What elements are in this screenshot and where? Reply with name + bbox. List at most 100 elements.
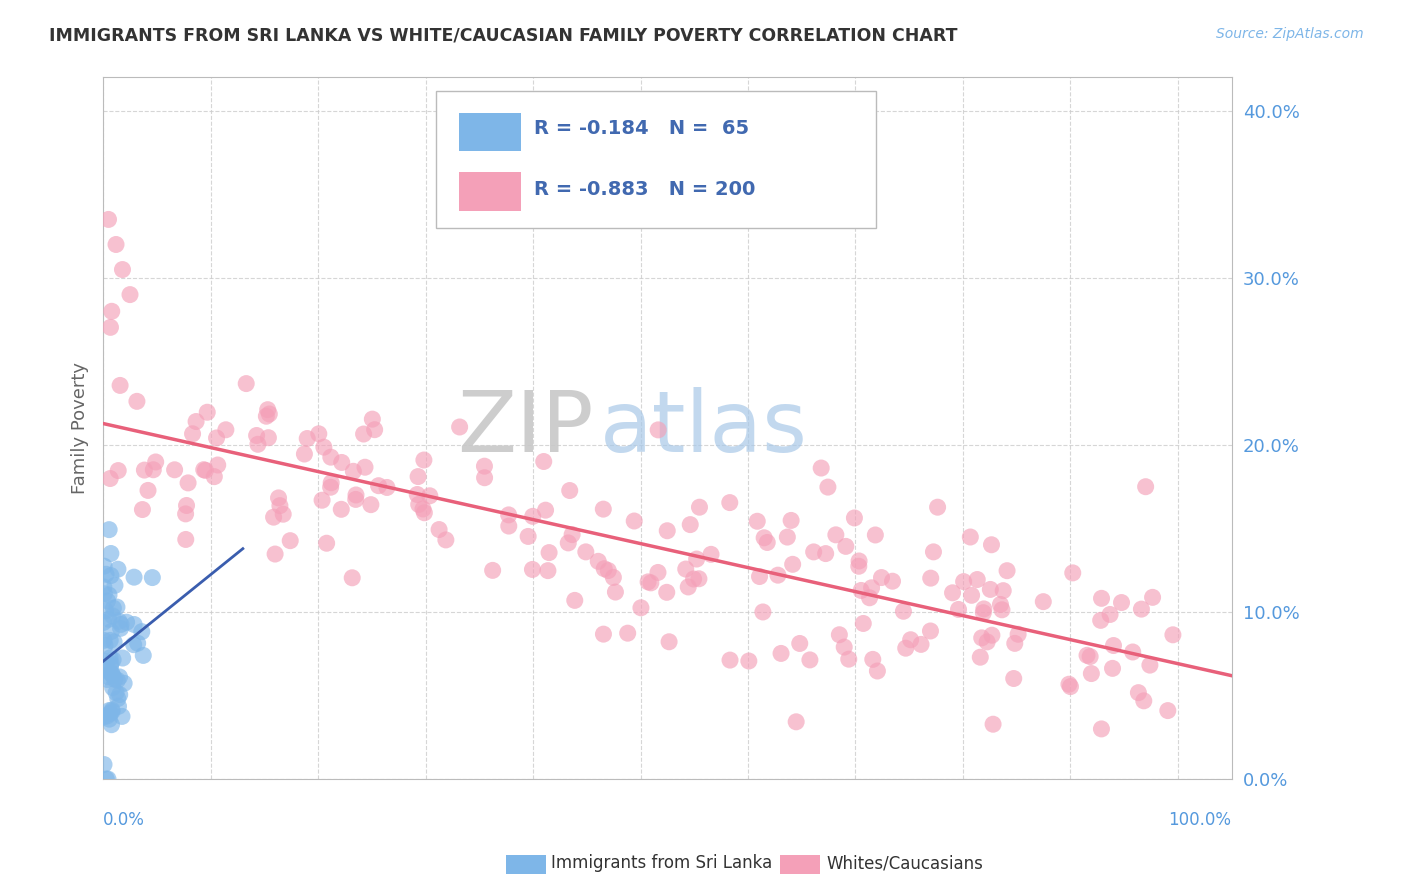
- Point: [193, 463, 215, 477]
- Point: [1090, 722, 1112, 736]
- Text: 100.0%: 100.0%: [1168, 811, 1232, 829]
- Point: [682, 572, 704, 586]
- Point: [598, 564, 620, 578]
- Point: [780, 513, 803, 527]
- Point: [115, 615, 138, 630]
- Point: [976, 635, 998, 649]
- Point: [688, 500, 710, 515]
- Point: [1111, 596, 1133, 610]
- Point: [267, 491, 290, 505]
- Point: [647, 423, 669, 437]
- Point: [344, 492, 367, 507]
- Point: [98, 651, 121, 665]
- Point: [980, 538, 1002, 552]
- Point: [522, 509, 544, 524]
- Point: [474, 459, 496, 474]
- Point: [1004, 636, 1026, 650]
- Point: [246, 428, 269, 442]
- Point: [107, 699, 129, 714]
- Point: [311, 493, 333, 508]
- Point: [586, 554, 609, 568]
- Point: [979, 582, 1001, 597]
- Point: [966, 573, 988, 587]
- Point: [835, 540, 858, 554]
- Point: [537, 564, 560, 578]
- Point: [838, 652, 860, 666]
- Point: [105, 237, 128, 252]
- Point: [108, 688, 131, 702]
- Point: [1002, 672, 1025, 686]
- Point: [98, 523, 121, 537]
- Point: [105, 673, 128, 688]
- Point: [127, 636, 149, 650]
- Point: [973, 602, 995, 616]
- Point: [408, 498, 430, 512]
- Point: [142, 463, 165, 477]
- Point: [1157, 704, 1180, 718]
- Point: [575, 545, 598, 559]
- Point: [110, 617, 132, 632]
- Point: [920, 624, 942, 638]
- Point: [602, 570, 624, 584]
- Point: [363, 423, 385, 437]
- Point: [319, 480, 342, 494]
- Point: [108, 378, 131, 392]
- Point: [533, 454, 555, 468]
- Point: [1090, 613, 1112, 627]
- Point: [96, 655, 118, 669]
- Point: [517, 529, 540, 543]
- Point: [254, 409, 277, 424]
- Point: [100, 624, 122, 639]
- Point: [101, 666, 124, 681]
- Point: [98, 704, 121, 718]
- Point: [246, 437, 269, 451]
- Point: [312, 440, 335, 454]
- Point: [718, 495, 741, 509]
- Text: Source: ZipAtlas.com: Source: ZipAtlas.com: [1216, 27, 1364, 41]
- Point: [111, 709, 134, 723]
- Point: [94, 567, 117, 582]
- Point: [105, 600, 128, 615]
- Point: [108, 670, 131, 684]
- Point: [592, 502, 614, 516]
- Point: [747, 514, 769, 528]
- Point: [107, 562, 129, 576]
- Point: [865, 528, 887, 542]
- Point: [1080, 666, 1102, 681]
- Point: [1062, 566, 1084, 580]
- Point: [342, 571, 364, 585]
- Point: [122, 570, 145, 584]
- Point: [125, 394, 148, 409]
- Point: [278, 533, 301, 548]
- Point: [969, 650, 991, 665]
- Point: [981, 717, 1004, 731]
- Point: [413, 506, 436, 520]
- Point: [100, 717, 122, 731]
- Point: [330, 502, 353, 516]
- Point: [1059, 680, 1081, 694]
- Point: [93, 615, 115, 630]
- Point: [592, 627, 614, 641]
- Point: [136, 483, 159, 498]
- Point: [104, 672, 127, 686]
- Point: [294, 447, 316, 461]
- Point: [96, 709, 118, 723]
- Point: [257, 431, 280, 445]
- Point: [103, 601, 125, 615]
- Point: [174, 507, 197, 521]
- Point: [101, 703, 124, 717]
- Point: [927, 500, 949, 515]
- Point: [637, 574, 659, 589]
- Point: [110, 621, 132, 635]
- Point: [776, 530, 799, 544]
- Point: [870, 570, 893, 584]
- Point: [93, 633, 115, 648]
- Point: [832, 640, 855, 654]
- Point: [616, 626, 638, 640]
- Point: [1139, 658, 1161, 673]
- Point: [184, 415, 207, 429]
- Point: [122, 638, 145, 652]
- Point: [770, 647, 793, 661]
- Point: [163, 463, 186, 477]
- Point: [97, 212, 120, 227]
